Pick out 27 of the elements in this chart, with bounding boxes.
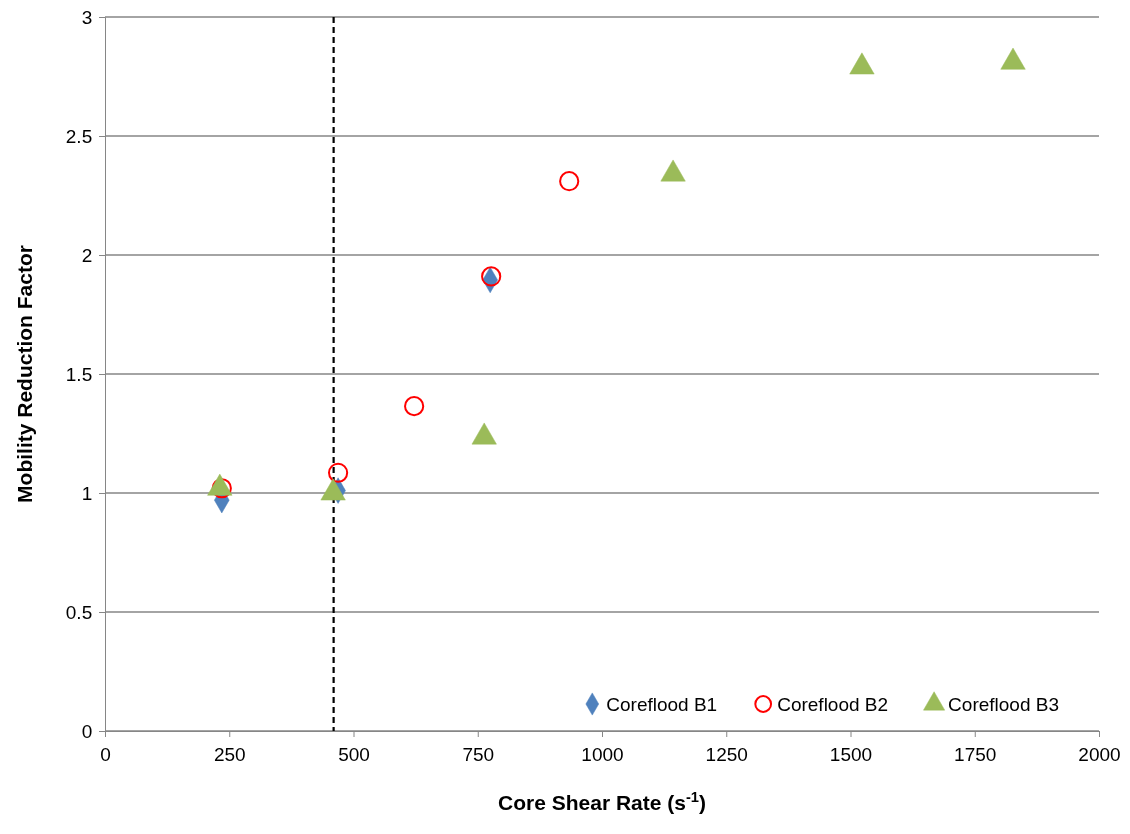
legend-label: Coreflood B3 [948,694,1059,715]
x-tick-label: 1250 [705,743,748,765]
point [849,52,875,75]
y-tick-label: 1.5 [65,363,93,385]
x-tick-label: 0 [100,743,111,765]
point [660,159,686,182]
x-tick-label: 2000 [1078,743,1121,765]
y-tick-label: 0 [81,720,93,742]
x-tick-label: 1500 [829,743,873,765]
point [328,462,349,483]
point [481,266,502,287]
y-tick-label: 2 [81,244,93,266]
y-tick-label: 3 [81,6,93,28]
x-tick-label: 250 [213,743,246,765]
y-axis-title: Mobility Reduction Factor [13,245,36,503]
x-axis-title: Core Shear Rate (s$^{-1}$) [498,789,706,814]
y-tick-label: 2.5 [65,125,93,147]
x-tick-label: 1000 [581,743,624,765]
point [404,396,425,417]
legend-label: Coreflood B1 [606,694,718,715]
y-tick-label: 1 [81,482,93,504]
x-tick-label: 1750 [954,743,997,765]
point [1000,47,1026,70]
y-tick-label: 0.5 [65,601,93,623]
legend-label: Coreflood B2 [777,694,889,715]
x-tick-label: 750 [462,743,495,765]
x-tick-label: 500 [338,743,370,765]
